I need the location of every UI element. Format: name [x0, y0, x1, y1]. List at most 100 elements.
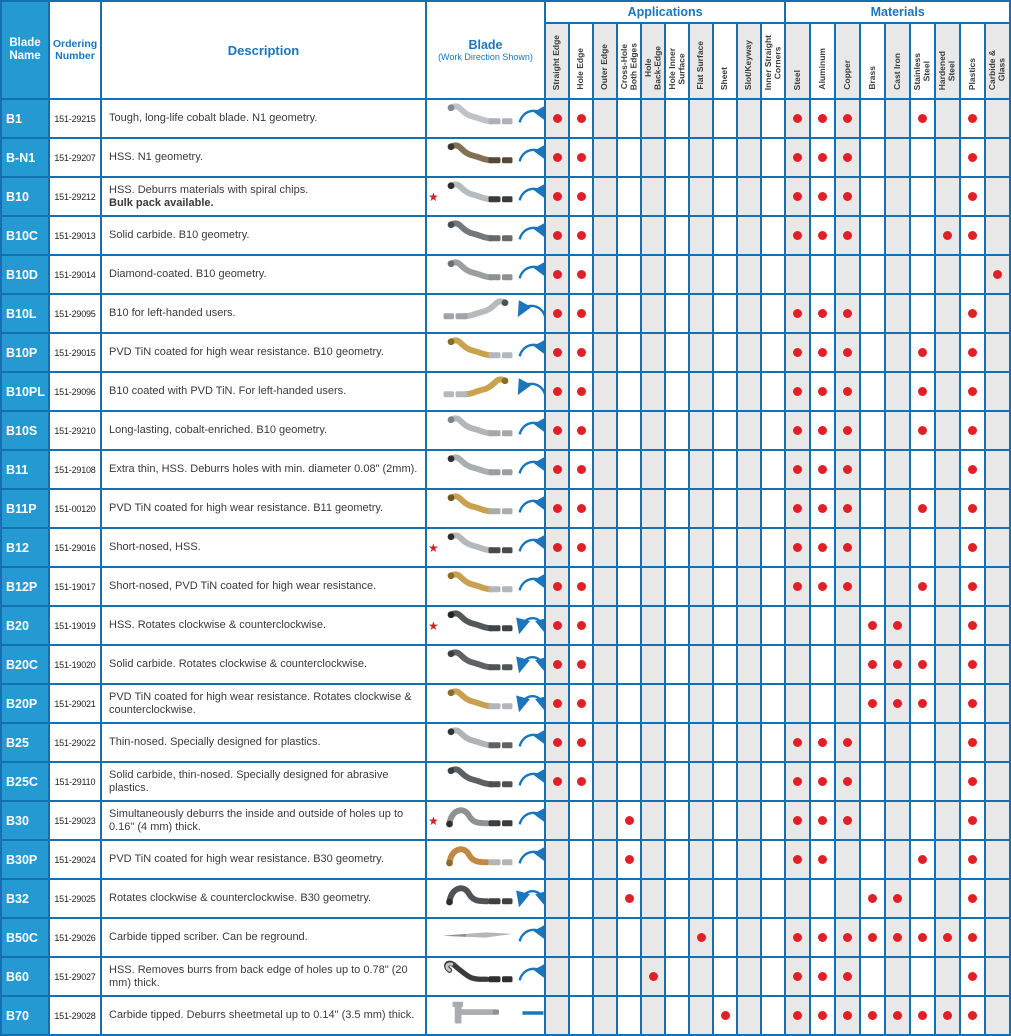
application-dot-cell	[759, 722, 787, 763]
description-cell: PVD TiN coated for high wear resistance.…	[100, 488, 427, 529]
material-dot-cell	[959, 527, 987, 568]
material-dot-cell	[884, 722, 912, 763]
material-dot-cell	[859, 761, 887, 802]
application-dot-cell	[688, 449, 714, 490]
blade-image-cell	[425, 644, 546, 685]
material-dot-cell	[809, 995, 837, 1036]
material-dot-cell	[909, 878, 937, 919]
description-cell: Carbide tipped. Deburrs sheetmetal up to…	[100, 995, 427, 1036]
header-material-steel: Steel	[784, 22, 812, 100]
application-dot-cell	[616, 566, 642, 607]
header-application-flat-surface: Flat Surface	[688, 22, 714, 100]
blade-name-cell: B10P	[0, 332, 50, 373]
application-dot-cell	[616, 683, 642, 724]
application-dot-cell	[616, 605, 642, 646]
material-dot-cell	[984, 566, 1011, 607]
material-dot-cell	[809, 644, 837, 685]
ordering-number-cell: 151-29026	[48, 917, 102, 958]
application-dot-cell	[616, 995, 642, 1036]
material-dot-cell	[884, 449, 912, 490]
material-dot-cell	[784, 761, 812, 802]
material-dot-cell	[834, 722, 862, 763]
material-dot-cell	[859, 293, 887, 334]
blade-image-cell	[425, 215, 546, 256]
applicability-dot	[968, 347, 978, 357]
applicability-dot	[843, 1010, 853, 1020]
header-application-inner-straight-corners: Inner Straight Corners	[759, 22, 787, 100]
application-dot-cell	[616, 488, 642, 529]
material-dot-cell	[809, 605, 837, 646]
application-dot-cell	[616, 176, 642, 217]
material-dot-cell	[834, 293, 862, 334]
material-dot-cell	[859, 878, 887, 919]
applicability-dot	[576, 347, 586, 357]
blade-photo	[440, 686, 516, 721]
material-dot-cell	[784, 722, 812, 763]
applicability-dot	[818, 308, 828, 318]
application-dot-cell	[688, 332, 714, 373]
header-application-hole-back-edge: Hole Back-Edge	[640, 22, 666, 100]
description-cell: HSS. Deburrs materials with spiral chips…	[100, 176, 427, 217]
blade-photo	[440, 218, 516, 253]
application-dot-cell	[592, 839, 618, 880]
application-dot-cell	[736, 605, 762, 646]
material-dot-cell	[884, 254, 912, 295]
application-dot-cell	[736, 917, 762, 958]
blade-photo	[440, 257, 516, 292]
material-dot-cell	[884, 410, 912, 451]
material-dot-cell	[909, 488, 937, 529]
applicability-dot	[968, 659, 978, 669]
material-dot-cell	[884, 683, 912, 724]
material-dot-cell	[959, 332, 987, 373]
material-dot-cell	[784, 527, 812, 568]
application-dot-cell	[616, 98, 642, 139]
applicability-dot	[918, 425, 928, 435]
application-dot-cell	[688, 176, 714, 217]
work-direction-both-arrow-icon	[516, 884, 543, 913]
applicability-dot	[793, 113, 803, 123]
application-dot-cell	[592, 176, 618, 217]
material-dot-cell	[809, 293, 837, 334]
blade-photo	[440, 608, 516, 643]
applicability-dot	[552, 425, 562, 435]
applicability-dot	[843, 542, 853, 552]
material-dot-cell	[784, 254, 812, 295]
material-dot-cell	[834, 956, 862, 997]
material-dot-cell	[809, 722, 837, 763]
material-dot-cell	[859, 176, 887, 217]
applicability-dot	[576, 503, 586, 513]
applicability-dot	[918, 932, 928, 942]
material-dot-cell	[909, 449, 937, 490]
material-dot-cell	[859, 488, 887, 529]
ordering-number-cell: 151-19020	[48, 644, 102, 685]
material-dot-cell	[784, 995, 812, 1036]
ordering-number-cell: 151-29096	[48, 371, 102, 412]
application-dot-cell	[664, 176, 690, 217]
work-direction-cw-arrow-icon	[516, 455, 543, 484]
applicability-dot	[968, 698, 978, 708]
application-dot-cell	[712, 488, 738, 529]
application-dot-cell	[759, 137, 787, 178]
material-dot-cell	[784, 137, 812, 178]
application-dot-cell	[759, 176, 787, 217]
blade-photo	[440, 530, 516, 565]
work-direction-cw-arrow-icon	[516, 416, 543, 445]
material-dot-cell	[884, 917, 912, 958]
table-row-b30p: B30P 151-29024 PVD TiN coated for high wea…	[0, 839, 1011, 880]
applicability-dot	[993, 269, 1003, 279]
application-dot-cell	[568, 371, 594, 412]
applicability-dot	[868, 1010, 878, 1020]
blade-name-cell: B25C	[0, 761, 50, 802]
application-dot-cell	[759, 449, 787, 490]
header-application-straight-edge: Straight Edge	[544, 22, 570, 100]
applicability-dot	[893, 698, 903, 708]
material-dot-cell	[884, 527, 912, 568]
application-dot-cell	[592, 644, 618, 685]
material-dot-cell	[934, 605, 962, 646]
blade-photo	[440, 842, 516, 877]
work-direction-ccw-arrow-icon	[516, 299, 543, 328]
application-dot-cell	[712, 566, 738, 607]
material-dot-cell	[884, 644, 912, 685]
application-dot-cell	[664, 449, 690, 490]
application-dot-cell	[736, 683, 762, 724]
